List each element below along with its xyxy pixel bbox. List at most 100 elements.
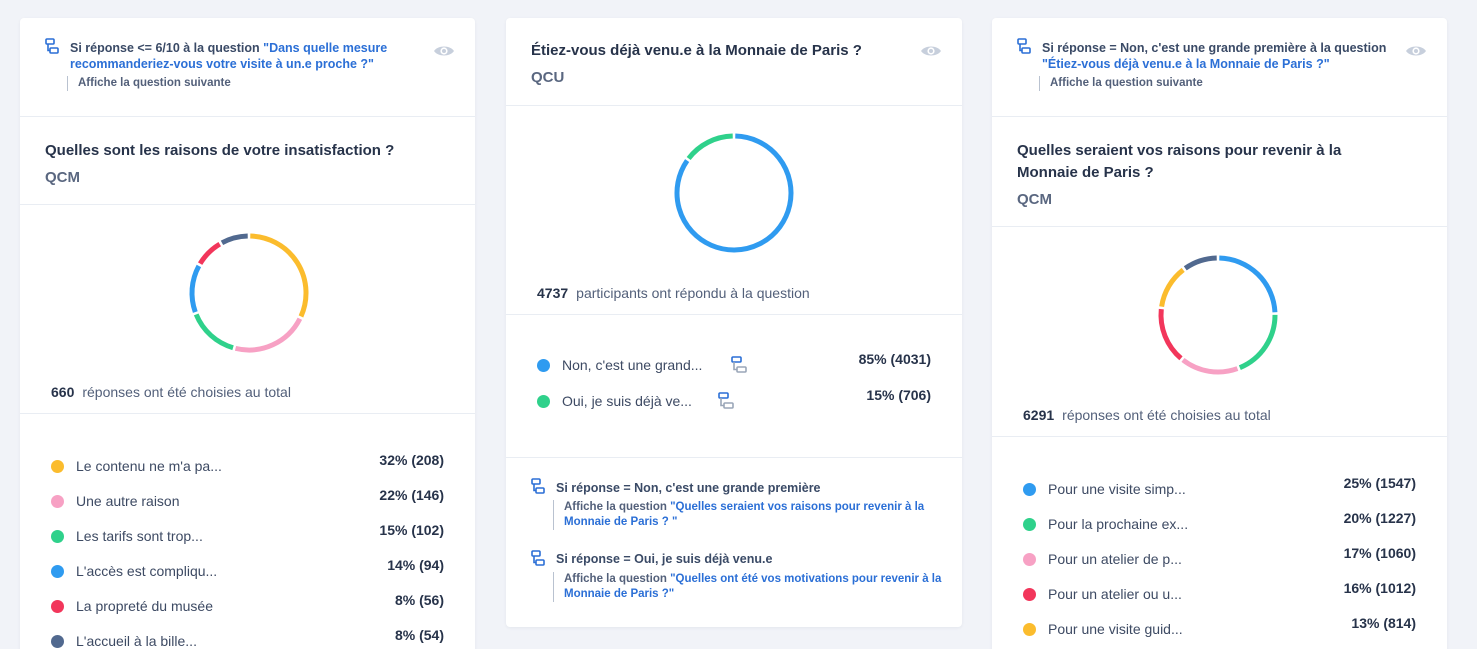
total-count: 6291: [1023, 407, 1055, 423]
legend-dot: [537, 395, 550, 408]
total-responses: 660 réponses ont été choisies au total: [51, 384, 291, 400]
condition-text: Si réponse <= 6/10 à la question "Dans q…: [70, 40, 410, 72]
total-responses: 4737 participants ont répondu à la questi…: [537, 285, 810, 301]
legend-dot: [1023, 623, 1036, 636]
eye-icon[interactable]: [433, 44, 455, 58]
answer-option: Non, c'est une grand... 85% (4031): [506, 351, 962, 375]
question-type: QCU: [531, 69, 565, 86]
answer-option: La propreté du musée 8% (56): [20, 592, 475, 616]
answer-label: Le contenu ne m'a pa...: [76, 458, 222, 474]
answer-label: La propreté du musée: [76, 598, 213, 614]
question-card-raisons-revenir: Si réponse = Non, c'est une grande premi…: [992, 18, 1447, 649]
answer-option: Pour la prochaine ex... 20% (1227): [992, 510, 1447, 534]
answer-option: Pour un atelier de p... 17% (1060): [992, 545, 1447, 569]
answer-percentage: 8% (56): [394, 592, 444, 608]
eye-icon[interactable]: [920, 44, 942, 58]
answer-percentage: 15% (102): [379, 522, 444, 538]
answer-percentage: 32% (208): [379, 452, 444, 468]
answer-option: L'accès est compliqu... 14% (94): [20, 557, 475, 581]
donut-slice: [686, 133, 733, 161]
total-label: participants ont répondu à la question: [576, 285, 810, 301]
donut-slice: [1159, 267, 1185, 308]
divider: [506, 105, 962, 106]
answer-label: Pour une visite guid...: [1048, 621, 1183, 637]
legend-dot: [51, 495, 64, 508]
donut-chart: [1158, 255, 1278, 375]
answer-label: Non, c'est une grand...: [562, 357, 703, 373]
donut-slice: [1158, 308, 1183, 361]
condition-branch-icon: [531, 550, 545, 566]
answer-label: Les tarifs sont trop...: [76, 528, 203, 544]
answer-option: Oui, je suis déjà ve... 15% (706): [506, 387, 962, 411]
donut-slice: [234, 317, 303, 353]
answer-label: Pour un atelier de p...: [1048, 551, 1182, 567]
condition-question-link[interactable]: "Dans quelle mesure recommanderiez-vous …: [70, 41, 388, 71]
rule-action: Affiche la question "Quelles seraient vo…: [553, 500, 943, 530]
legend-dot: [1023, 518, 1036, 531]
divider: [992, 116, 1447, 117]
answer-option: Une autre raison 22% (146): [20, 487, 475, 511]
legend-dot: [1023, 588, 1036, 601]
donut-slice: [250, 233, 309, 318]
donut-slice: [1219, 255, 1278, 313]
answer-percentage: 13% (814): [1351, 615, 1416, 631]
condition-prefix: Si réponse <= 6/10 à la question: [70, 41, 264, 55]
donut-slice: [197, 241, 222, 266]
donut-slice: [193, 313, 234, 351]
branch-logic-icon[interactable]: [718, 392, 734, 410]
donut-slice: [1238, 314, 1278, 370]
question-card-deja-venu: Étiez-vous déjà venu.e à la Monnaie de P…: [506, 18, 962, 627]
divider: [506, 314, 962, 315]
total-label: réponses ont été choisies au total: [1062, 407, 1271, 423]
rule-action-label: Affiche la question: [564, 501, 671, 513]
donut-slice: [189, 264, 202, 313]
answer-option: L'accueil à la bille... 8% (54): [20, 627, 475, 649]
condition-branch-icon: [45, 38, 59, 54]
answer-label: L'accueil à la bille...: [76, 633, 197, 649]
answer-option: Pour une visite simp... 25% (1547): [992, 475, 1447, 499]
answer-option: Les tarifs sont trop... 15% (102): [20, 522, 475, 546]
legend-dot: [51, 565, 64, 578]
condition-branch-icon: [1017, 38, 1031, 54]
answer-percentage: 16% (1012): [1343, 580, 1416, 596]
question-title: Quelles seraient vos raisons pour reveni…: [1017, 142, 1342, 181]
question-card-insatisfaction: Si réponse <= 6/10 à la question "Dans q…: [20, 18, 475, 649]
answer-option: Le contenu ne m'a pa... 32% (208): [20, 452, 475, 476]
answer-label: L'accès est compliqu...: [76, 563, 218, 579]
answer-percentage: 22% (146): [379, 487, 444, 503]
answer-percentage: 85% (4031): [858, 351, 931, 367]
donut-slice: [674, 133, 794, 253]
condition-prefix: Si réponse = Non, c'est une grande premi…: [1042, 41, 1387, 55]
answer-label: Pour la prochaine ex...: [1048, 516, 1189, 532]
rule-condition: Si réponse = Oui, je suis déjà venu.e: [556, 552, 773, 566]
legend-dot: [51, 530, 64, 543]
donut-slice: [1181, 357, 1239, 375]
answer-percentage: 20% (1227): [1343, 510, 1416, 526]
divider: [992, 436, 1447, 437]
legend-dot: [51, 600, 64, 613]
condition-text: Si réponse = Non, c'est une grande premi…: [1042, 40, 1404, 72]
legend-dot: [1023, 483, 1036, 496]
eye-icon[interactable]: [1405, 44, 1427, 58]
rule-action: Affiche la question "Quelles ont été vos…: [553, 572, 943, 602]
rule-question-link[interactable]: "Quelles seraient vos raisons pour reven…: [564, 501, 925, 528]
answer-label: Pour un atelier ou u...: [1048, 586, 1182, 602]
condition-action: Affiche la question suivante: [1039, 76, 1203, 91]
branch-logic-icon[interactable]: [731, 356, 747, 374]
answer-label: Une autre raison: [76, 493, 180, 509]
question-type: QCM: [1017, 191, 1052, 208]
answer-label: Pour une visite simp...: [1048, 481, 1186, 497]
total-responses: 6291 réponses ont été choisies au total: [1023, 407, 1271, 423]
condition-action: Affiche la question suivante: [67, 76, 231, 91]
answer-percentage: 25% (1547): [1343, 475, 1416, 491]
answer-option: Pour une visite guid... 13% (814): [992, 615, 1447, 639]
question-title: Quelles sont les raisons de votre insati…: [45, 142, 395, 159]
answer-percentage: 15% (706): [866, 387, 931, 403]
legend-dot: [1023, 553, 1036, 566]
divider: [20, 204, 475, 205]
total-count: 4737: [537, 285, 569, 301]
answer-percentage: 14% (94): [387, 557, 444, 573]
donut-chart: [674, 133, 794, 253]
rule-question-link[interactable]: "Quelles ont été vos motivations pour re…: [564, 573, 942, 600]
condition-question-link[interactable]: "Étiez-vous déjà venu.e à la Monnaie de …: [1042, 57, 1330, 71]
